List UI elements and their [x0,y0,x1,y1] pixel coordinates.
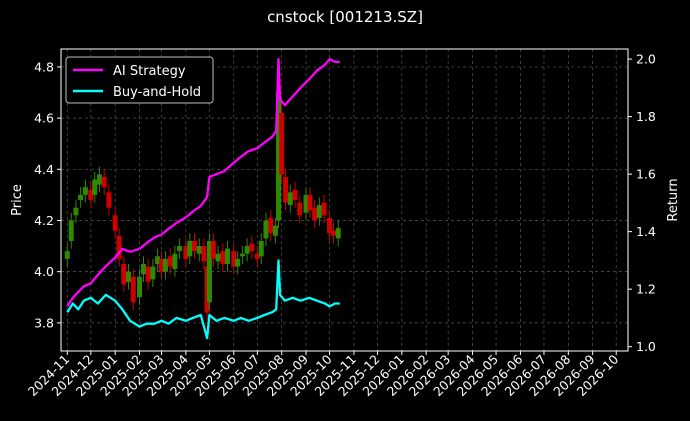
y-left-tick-label: 4.2 [34,213,54,228]
candle-body [112,215,118,231]
candle-body [231,251,237,267]
y-right-tick-label: 2.0 [636,52,656,67]
candle-body [137,276,143,298]
legend: AI Strategy Buy-and-Hold [65,56,214,104]
candle-body [327,217,333,234]
candle-body [321,202,327,216]
candle-body [106,192,112,208]
candle-body [126,271,132,282]
candle-body [268,217,274,234]
candle-body [159,258,165,272]
candle-body [73,207,79,216]
y-left-tick-label: 4.0 [34,264,54,279]
candle-body [210,240,216,259]
candle-body [292,189,298,200]
candle-body [172,253,178,270]
candle-body [64,251,70,259]
candle-body [244,246,250,254]
candle-body [150,266,156,280]
candle-body [283,176,289,203]
candle-body [155,256,161,264]
candle-body [258,240,264,257]
candle-body [316,205,322,218]
candle-body [88,189,94,200]
y-left-tick-label: 4.8 [34,59,54,74]
candle-body [78,194,84,200]
candle-body [254,253,260,259]
candle-body [331,230,337,236]
chart-title: cnstock [001213.SZ] [267,8,423,26]
y-right-tick-label: 1.4 [636,224,656,239]
candle-body [206,240,212,303]
candle-body [140,263,146,275]
candle-body [335,228,341,239]
y-left-tick-label: 3.8 [34,315,54,330]
candle-body [303,194,309,213]
candle-body [279,112,285,175]
y-axis-left-label: Price [10,184,25,216]
line-series [66,57,340,340]
candle-body [196,246,202,254]
y-right-tick-label: 1.2 [636,282,656,297]
y-axis-right-label: Return [666,178,681,221]
buy-and-hold-line [66,259,340,340]
y-left-tick-label: 4.4 [34,162,54,177]
legend-label-ai-strategy: AI Strategy [113,64,186,79]
candle-body [116,235,122,259]
legend-label-buy-and-hold: Buy-and-Hold [113,85,201,100]
candle-body [239,253,245,257]
y-right-tick-label: 1.8 [636,109,656,124]
y-left-tick-label: 4.6 [34,111,54,126]
candle-body [187,240,193,257]
candle-body [130,276,136,303]
candle-body [183,246,189,259]
candle-body [162,258,168,272]
candle-body [121,263,127,285]
candle-body [224,248,230,264]
candle-body [101,176,107,188]
candle-body [249,243,255,252]
candlestick-series [64,84,341,321]
candle-body [235,258,241,267]
plot-frame [60,48,629,352]
y-right-tick-label: 1.6 [636,167,656,182]
candle-body [192,240,198,252]
candle-body [167,256,173,267]
candle-body [145,266,151,282]
candle-body [263,220,269,239]
candle-body [220,251,226,264]
candle-body [92,179,98,195]
candle-body [215,253,221,262]
candle-body [82,187,88,195]
candle-body [201,246,207,262]
candle-body [297,202,303,216]
candle-body [307,194,313,211]
y-right-tick-label: 1.0 [636,339,656,354]
candle-body [312,207,318,221]
candle-body [272,225,278,236]
candle-body [276,92,282,221]
candle-body [96,174,102,185]
candle-body [287,192,293,206]
candle-body [68,220,74,241]
ai-strategy-line [66,57,340,308]
candle-body [177,246,183,252]
